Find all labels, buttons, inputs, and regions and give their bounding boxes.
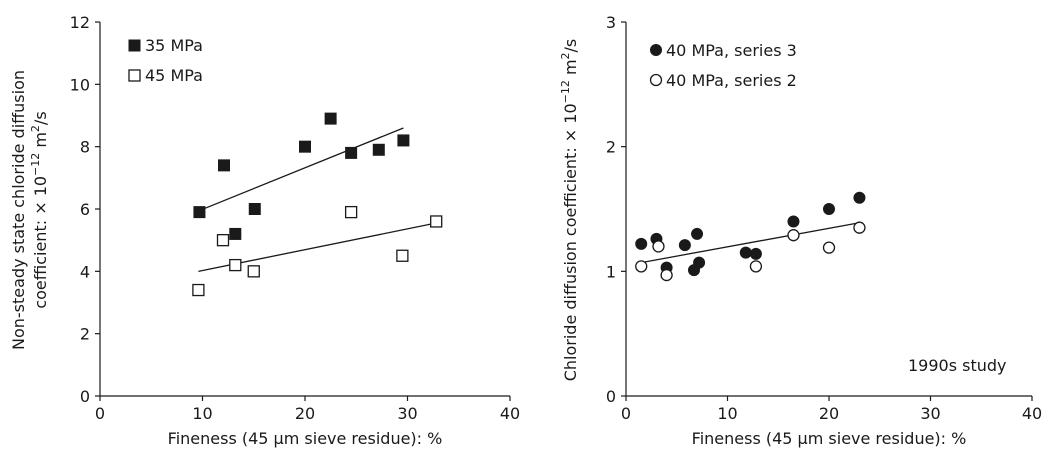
y-tick-label: 6 [80,200,90,219]
y-tick-label: 3 [606,13,616,32]
legend-label: 35 MPa [145,36,203,55]
data-point [823,203,835,215]
y-tick-label: 12 [70,13,90,32]
data-point [324,112,337,125]
data-point [652,240,665,253]
y-axis-title: Non-steady state chloride diffusion coef… [9,70,50,350]
data-point [396,249,409,262]
x-tick-label: 30 [397,404,417,423]
legend-label: 45 MPa [145,66,203,85]
data-point [430,215,443,228]
legend: 40 MPa, series 3 40 MPa, series 2 [649,41,797,90]
data-point [193,206,206,219]
y-axis-title-line1: Non-steady state chloride diffusion [9,70,28,350]
data-point [739,246,752,259]
y-axis-unit: m [561,59,580,80]
legend-label: 40 MPa, series 2 [666,71,797,90]
x-tick-label: 40 [500,404,520,423]
trendline-group [641,222,860,264]
data-point [218,159,231,172]
data-point [853,221,866,234]
y-axis-unit: m [31,132,50,153]
y-axis-title-line2: coefficient: × 10 [31,176,50,309]
x-tick-label: 10 [192,404,212,423]
data-point [749,247,762,260]
points-group [635,191,866,282]
svg-text:Non-steady state chloride diff: Non-steady state chloride diffusion [9,70,28,350]
data-point [678,239,691,252]
tick-group: 0 10 20 30 40 0 1 2 3 [606,13,1042,423]
data-point [691,227,704,240]
legend-marker-filled-square [128,39,141,52]
x-tick-label: 20 [819,404,839,423]
data-point [787,215,800,228]
y-tick-label: 8 [80,138,90,157]
chart-right: 0 10 20 30 40 0 1 2 3 40 MPa, series 3 40 MPa, s… [559,13,1042,448]
y-tick-label: 2 [80,325,90,344]
y-axis-exponent: −12 [559,80,572,103]
y-tick-label: 4 [80,262,90,281]
y-axis-unit-post: /s [561,39,580,53]
data-point [248,203,261,215]
data-point [372,143,385,156]
y-tick-label: 10 [70,75,90,94]
x-tick-label: 10 [717,404,737,423]
data-point [693,256,706,269]
data-point [660,268,673,282]
y-tick-label: 0 [80,387,90,406]
data-point [345,146,358,159]
y-axis-exponent: −12 [29,153,42,176]
data-point [635,237,648,250]
svg-text:coefficient: × 10−12 m2/s: coefficient: × 10−12 m2/s [29,111,50,308]
x-tick-label: 0 [621,404,631,423]
points-group [192,112,443,297]
y-axis-title-line1: Chloride diffusion coefficient: × 10 [561,103,580,381]
y-tick-label: 1 [606,262,616,281]
y-tick-label: 0 [606,387,616,406]
trendline [641,222,860,264]
x-axis-title: Fineness (45 µm sieve residue): % [692,429,967,448]
legend-marker-filled-circle [650,44,662,56]
data-point [229,258,242,272]
x-axis-title: Fineness (45 µm sieve residue): % [168,429,443,448]
x-tick-label: 0 [95,404,105,423]
data-point [749,260,763,273]
annotation-study: 1990s study [908,356,1007,375]
chart-left: 0 10 20 30 40 0 2 4 6 8 10 12 35 MPa 45 MPa Non-ste… [9,13,520,448]
data-point [787,229,800,242]
data-point [192,283,205,297]
x-tick-label: 40 [1022,404,1042,423]
x-tick-label: 20 [295,404,315,423]
svg-text:Chloride diffusion coefficient: Chloride diffusion coefficient: × 10−12 … [559,39,580,382]
data-point [216,234,230,247]
data-point [299,140,311,153]
data-point [635,260,648,273]
data-point [853,191,866,204]
legend-marker-open-circle [649,73,663,87]
y-axis-title: Chloride diffusion coefficient: × 10−12 … [559,39,580,382]
legend-label: 40 MPa, series 3 [666,41,797,60]
data-point [397,134,410,147]
data-point [229,227,242,240]
legend: 35 MPa 45 MPa [128,36,203,85]
y-tick-label: 2 [606,138,616,157]
legend-marker-open-square [128,69,141,82]
data-point [247,265,260,278]
data-point [344,205,358,219]
y-axis-unit-sup: 2 [559,52,572,59]
tick-group: 0 10 20 30 40 0 2 4 6 8 10 12 [70,13,521,423]
y-axis-unit-post: /s [31,111,50,125]
y-axis-unit-sup: 2 [29,125,42,132]
data-point [822,241,836,254]
trendline [199,127,404,212]
x-tick-label: 30 [920,404,940,423]
